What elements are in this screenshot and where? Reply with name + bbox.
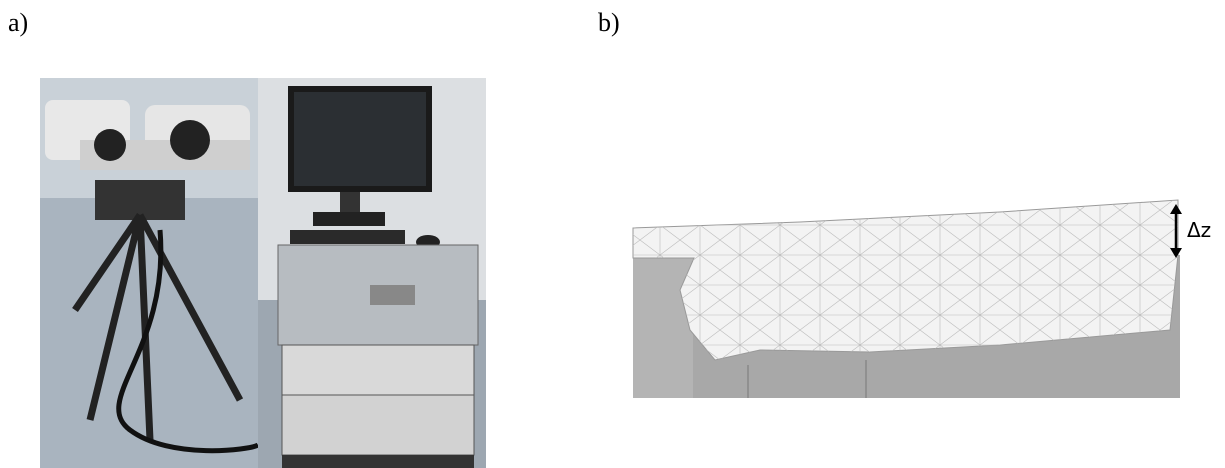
photo-workstation [258,78,486,468]
delta-z-label: Δz [1187,218,1211,242]
panel-label: a) [8,8,28,38]
figure: Δz a) b) [0,0,1225,468]
figure-art: Δz [0,0,1225,468]
panel-label: b) [598,8,620,38]
photo-scanner [40,78,258,468]
render-mesh: Δz [633,200,1211,398]
